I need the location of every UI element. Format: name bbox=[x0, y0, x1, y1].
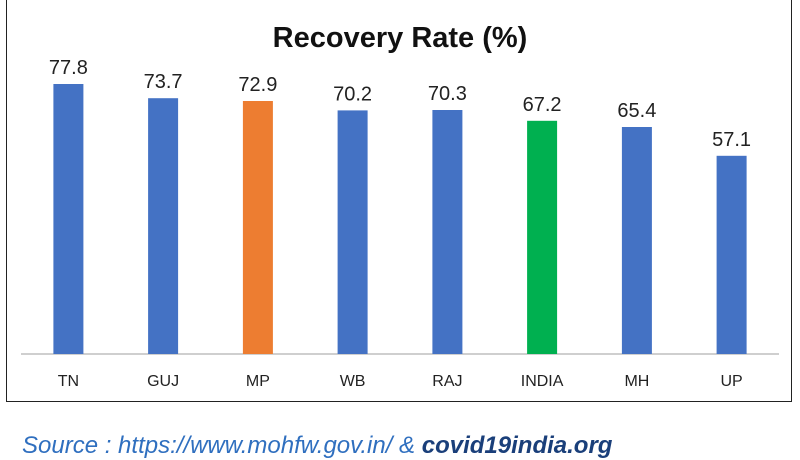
x-tick-label-up: UP bbox=[720, 373, 742, 390]
source-text: Source : https://www.mohfw.gov.in/ & bbox=[22, 432, 422, 459]
data-label-wb: 70.2 bbox=[333, 83, 372, 105]
data-label-mp: 72.9 bbox=[238, 74, 277, 96]
chart-frame: Recovery Rate (%) 77.8 TN 73.7 GUJ 72.9 MP 70.… bbox=[6, 0, 792, 402]
x-tick-label-mh: MH bbox=[624, 373, 649, 390]
data-label-guj: 73.7 bbox=[144, 71, 183, 93]
x-tick-label-india: INDIA bbox=[521, 373, 564, 390]
x-tick-label-tn: TN bbox=[58, 373, 79, 390]
x-tick-label-mp: MP bbox=[246, 373, 270, 390]
bar-guj bbox=[148, 98, 179, 354]
data-label-raj: 70.3 bbox=[428, 83, 467, 105]
data-label-mh: 65.4 bbox=[617, 100, 656, 122]
bar-raj bbox=[432, 110, 463, 354]
x-tick-label-raj: RAJ bbox=[432, 373, 462, 390]
bar-tn bbox=[53, 84, 84, 354]
data-label-up: 57.1 bbox=[712, 129, 751, 151]
x-tick-label-guj: GUJ bbox=[147, 373, 179, 390]
source-link[interactable]: covid19india.org bbox=[421, 432, 613, 459]
source-line: Source : https://www.mohfw.gov.in/ & cov… bbox=[22, 432, 800, 460]
bar-mp bbox=[242, 101, 273, 354]
data-label-india: 67.2 bbox=[523, 94, 562, 116]
bar-mh bbox=[621, 127, 652, 354]
x-tick-label-wb: WB bbox=[340, 373, 366, 390]
data-label-tn: 77.8 bbox=[49, 57, 88, 79]
bar-india bbox=[527, 120, 558, 354]
chart-title: Recovery Rate (%) bbox=[272, 22, 528, 54]
bar-chart: 77.8 TN 73.7 GUJ 72.9 MP 70.2 WB 70.3 RAJ 67.2 INDI… bbox=[21, 57, 779, 390]
bar-wb bbox=[337, 110, 368, 355]
bar-up bbox=[716, 155, 747, 354]
